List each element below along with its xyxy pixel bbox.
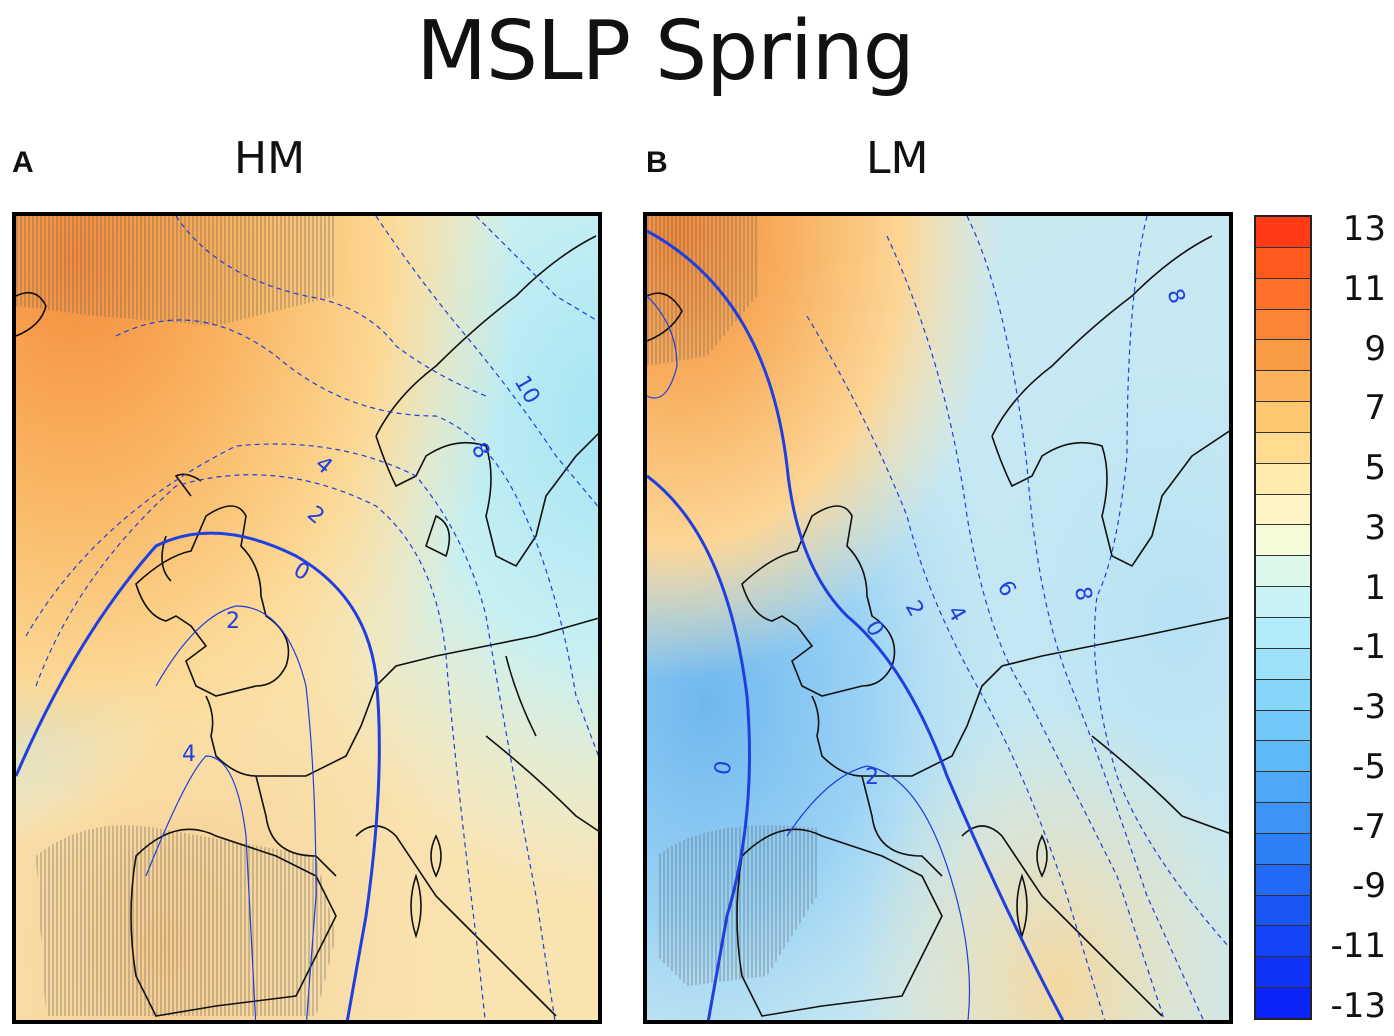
colorbar-swatch — [1256, 895, 1310, 927]
colorbar-swatch — [1256, 617, 1310, 649]
colorbar-tick-label: -9 — [1352, 866, 1386, 907]
colorbar-swatch — [1256, 864, 1310, 896]
colorbar-tick-label: -3 — [1352, 687, 1386, 728]
colorbar-swatch — [1256, 926, 1310, 958]
map-hm-canvas: 10 8 4 2 0 2 4 — [16, 216, 598, 1020]
colorbar-swatch — [1256, 402, 1310, 433]
colorbar-tick-label: 9 — [1364, 328, 1386, 369]
colorbar-tick-label: 3 — [1364, 507, 1386, 548]
colorbar-swatch — [1256, 217, 1310, 248]
colorbar-swatch — [1256, 247, 1310, 279]
colorbar-swatch — [1256, 833, 1310, 865]
colorbar-tick-label: -11 — [1330, 926, 1386, 967]
contour-label: 2 — [865, 765, 879, 790]
colorbar-swatch — [1256, 371, 1310, 403]
contour-label: 2 — [226, 609, 240, 634]
colorbar-swatch — [1256, 679, 1310, 711]
colorbar — [1254, 215, 1312, 1020]
colorbar-swatch — [1256, 587, 1310, 618]
colorbar-swatch — [1256, 494, 1310, 526]
colorbar-tick-label: 13 — [1342, 209, 1386, 249]
colorbar-swatch — [1256, 772, 1310, 804]
colorbar-swatch — [1256, 340, 1310, 372]
colorbar-swatch — [1256, 309, 1310, 341]
map-panel-lm: 8 6 4 2 0 0 2 8 — [643, 212, 1233, 1024]
colorbar-tick-label: -5 — [1352, 746, 1386, 787]
colorbar-swatch — [1256, 525, 1310, 557]
panel-b-letter: B — [646, 146, 668, 179]
colorbar-tick-label: -1 — [1352, 627, 1386, 668]
colorbar-swatch — [1256, 710, 1310, 742]
map-lm-canvas: 8 6 4 2 0 0 2 8 — [647, 216, 1229, 1020]
colorbar-tick-label: 5 — [1364, 448, 1386, 489]
colorbar-swatch — [1256, 432, 1310, 464]
contour-label: 8 — [1069, 585, 1096, 603]
panel-a-letter: A — [12, 146, 34, 179]
panel-a-title: HM — [234, 133, 306, 184]
colorbar-swatch — [1256, 463, 1310, 495]
panel-b-title: LM — [866, 133, 929, 184]
colorbar-swatch — [1256, 278, 1310, 310]
colorbar-tick-label: 7 — [1364, 388, 1386, 429]
colorbar-tick-label: -13 — [1330, 986, 1386, 1026]
colorbar-swatch — [1256, 741, 1310, 773]
figure-title: MSLP Spring — [416, 4, 915, 99]
colorbar-tick-label: 11 — [1342, 268, 1386, 309]
coastlines — [16, 235, 598, 1017]
colorbar-swatch — [1256, 556, 1310, 588]
colorbar-swatch — [1256, 803, 1310, 834]
colorbar-swatch — [1256, 988, 1310, 1018]
colorbar-swatch — [1256, 957, 1310, 989]
contour-label: 4 — [182, 742, 196, 767]
significance-hatch-north — [647, 216, 757, 366]
coastlines — [647, 235, 1229, 1017]
significance-hatch-iberia — [36, 825, 336, 1016]
significance-hatch-north — [16, 216, 336, 326]
colorbar-tick-label: -7 — [1352, 806, 1386, 847]
contours — [16, 216, 598, 1020]
contour-label: 0 — [710, 759, 737, 777]
colorbar-swatch — [1256, 648, 1310, 680]
contours — [647, 216, 1229, 1020]
map-panel-hm: 10 8 4 2 0 2 4 — [12, 212, 602, 1024]
colorbar-tick-label: 1 — [1364, 567, 1386, 608]
